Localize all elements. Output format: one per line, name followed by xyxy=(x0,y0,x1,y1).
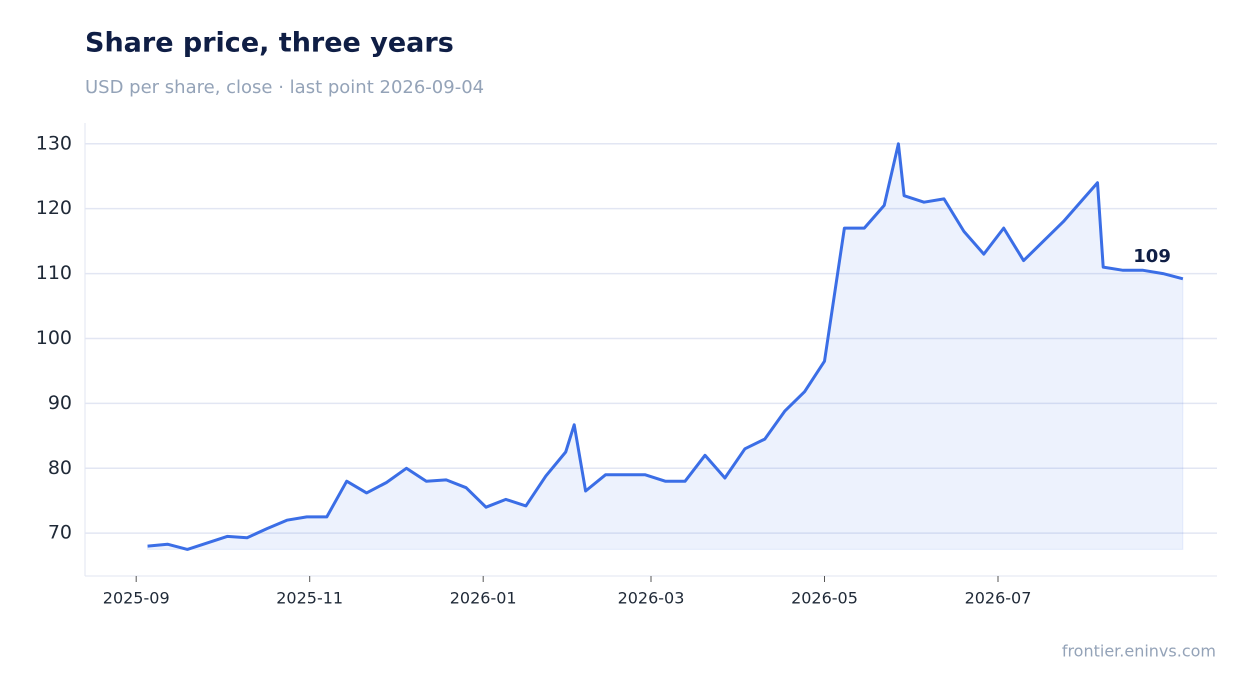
chart-title: Share price, three years xyxy=(85,28,454,59)
x-tick-label: 2026-07 xyxy=(965,589,1032,608)
x-tick-label: 2026-05 xyxy=(791,589,858,608)
source: frontier.eninvs.com xyxy=(1062,642,1216,661)
annotation: 109 xyxy=(1133,246,1171,267)
area xyxy=(147,143,1184,550)
y-tick-label: 110 xyxy=(36,262,72,284)
x-tick-label: 2026-03 xyxy=(618,589,685,608)
x-tick-label: 2025-09 xyxy=(103,589,170,608)
y-tick-label: 100 xyxy=(36,327,72,349)
line xyxy=(147,142,1184,551)
x-tick-label: 2025-11 xyxy=(276,589,343,608)
x-tick-label: 2026-01 xyxy=(450,589,517,608)
y-tick-label: 120 xyxy=(36,197,72,219)
y-tick-label: 70 xyxy=(48,522,72,544)
y-tick-label: 80 xyxy=(48,457,72,479)
chart-subtitle: USD per share, close · last point 2026-0… xyxy=(85,77,484,98)
y-tick-label: 130 xyxy=(36,132,72,154)
y-tick-label: 90 xyxy=(48,392,72,414)
